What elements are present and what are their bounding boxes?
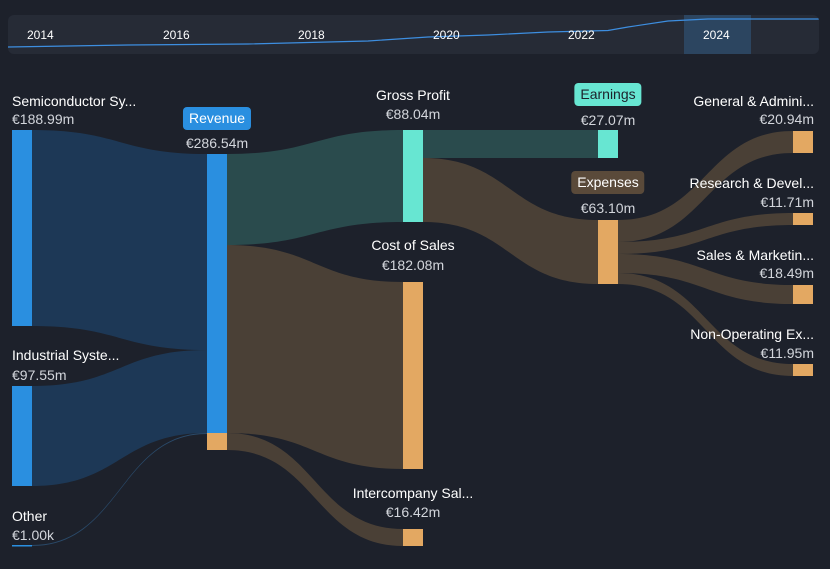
- timeline-year-2020[interactable]: 2020: [433, 28, 460, 42]
- value-gross-profit: €88.04m: [385, 106, 441, 122]
- flow-other-revenue: [32, 433, 207, 546]
- timeline-sparkline: [8, 18, 819, 48]
- label-cost-of-sales: Cost of Sales: [371, 237, 455, 253]
- label-intercompany: Intercompany Sal...: [352, 485, 474, 501]
- flow-gross-profit-earnings: [423, 130, 598, 158]
- flow-expenses-non-operating: [618, 273, 793, 376]
- node-bar-non-operating: [793, 364, 813, 376]
- value-research: €11.71m: [760, 194, 814, 210]
- node-bar-general-admin: [793, 131, 813, 153]
- label-other: Other: [12, 508, 48, 524]
- timeline-year-2014[interactable]: 2014: [27, 28, 54, 42]
- flow-gross-profit-expenses: [423, 158, 598, 284]
- label-sales-marketing: Sales & Marketin...: [696, 247, 815, 263]
- label-research: Research & Devel...: [689, 175, 815, 191]
- value-cost-of-sales: €182.08m: [381, 257, 445, 273]
- timeline-selection-window[interactable]: [684, 15, 751, 54]
- node-bar-revenue-intercompany: [207, 433, 227, 450]
- flow-expenses-sales-marketing: [618, 254, 793, 304]
- flow-revenue-gross-profit: [227, 130, 403, 245]
- timeline-navigator[interactable]: 2014 2016 2018 2020 2022 2024: [8, 15, 819, 54]
- value-semiconductor: €188.99m: [12, 111, 75, 127]
- node-bar-research: [793, 213, 813, 225]
- value-other: €1.00k: [12, 527, 55, 543]
- flow-expenses-research: [618, 213, 793, 254]
- timeline-year-2016[interactable]: 2016: [163, 28, 190, 42]
- node-bar-expenses: [598, 220, 618, 284]
- timeline-year-2022[interactable]: 2022: [568, 28, 595, 42]
- flow-expenses-general-admin: [618, 131, 793, 242]
- label-non-operating: Non-Operating Ex...: [690, 326, 814, 342]
- value-non-operating: €11.95m: [760, 345, 814, 361]
- timeline-year-2018[interactable]: 2018: [298, 28, 325, 42]
- timeline-year-2024[interactable]: 2024: [703, 28, 730, 42]
- badge-expenses: Expenses: [571, 171, 645, 194]
- label-general-admin: General & Admini...: [693, 93, 814, 109]
- value-sales-marketing: €18.49m: [759, 265, 814, 281]
- flow-semiconductor-revenue: [32, 130, 207, 350]
- node-bar-industrial: [12, 386, 32, 486]
- value-general-admin: €20.94m: [759, 111, 814, 127]
- label-gross-profit: Gross Profit: [376, 87, 450, 103]
- value-revenue: €286.54m: [185, 135, 249, 151]
- value-intercompany: €16.42m: [385, 504, 441, 520]
- flow-revenue-cost-of-sales: [227, 245, 403, 469]
- flow-industrial-revenue: [32, 350, 207, 486]
- node-bar-semiconductor: [12, 130, 32, 326]
- node-bar-gross-profit: [403, 130, 423, 222]
- node-bar-sales-marketing: [793, 285, 813, 304]
- badge-revenue: Revenue: [182, 107, 252, 130]
- label-semiconductor: Semiconductor Sy...: [12, 93, 137, 109]
- flow-revenue-intercompany: [227, 433, 403, 546]
- value-expenses: €63.10m: [580, 200, 636, 216]
- value-earnings: €27.07m: [580, 112, 636, 128]
- value-industrial: €97.55m: [12, 367, 67, 383]
- badge-earnings: Earnings: [574, 83, 642, 106]
- node-bar-intercompany: [403, 529, 423, 546]
- node-bar-revenue: [207, 154, 227, 433]
- label-industrial: Industrial Syste...: [12, 347, 120, 363]
- node-bar-other: [12, 545, 32, 547]
- node-bar-cost-of-sales: [403, 282, 423, 469]
- node-bar-earnings: [598, 130, 618, 158]
